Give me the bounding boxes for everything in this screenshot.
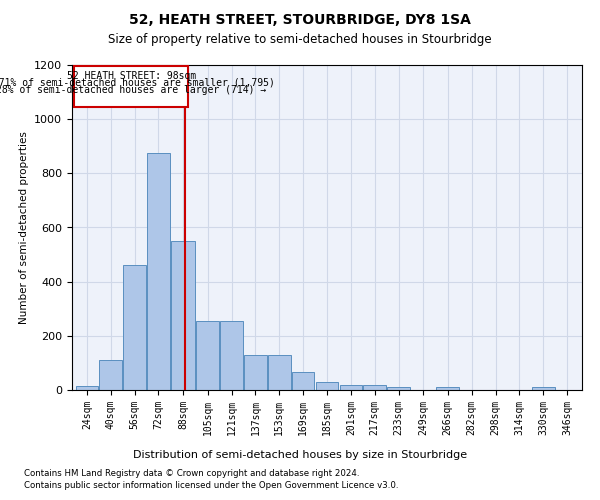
Bar (340, 384, 362, 390)
Text: 52, HEATH STREET, STOURBRIDGE, DY8 1SA: 52, HEATH STREET, STOURBRIDGE, DY8 1SA (129, 12, 471, 26)
Bar (387, 388, 410, 390)
Bar (268, 355, 290, 390)
Bar (532, 388, 554, 390)
Text: Size of property relative to semi-detached houses in Stourbridge: Size of property relative to semi-detach… (108, 32, 492, 46)
Text: Contains HM Land Registry data © Crown copyright and database right 2024.: Contains HM Land Registry data © Crown c… (24, 468, 359, 477)
Bar (100, 360, 122, 390)
Bar (220, 321, 243, 390)
Text: ← 71% of semi-detached houses are smaller (1,795): ← 71% of semi-detached houses are smalle… (0, 78, 275, 88)
Bar (364, 384, 386, 390)
Text: Contains public sector information licensed under the Open Government Licence v3: Contains public sector information licen… (24, 481, 398, 490)
Text: 28% of semi-detached houses are larger (714) →: 28% of semi-detached houses are larger (… (0, 85, 266, 95)
Bar (316, 382, 338, 390)
Bar (436, 388, 459, 390)
Bar (171, 241, 195, 390)
Text: 52 HEATH STREET: 98sqm: 52 HEATH STREET: 98sqm (67, 71, 196, 81)
Bar (76, 386, 98, 390)
Y-axis label: Number of semi-detached properties: Number of semi-detached properties (19, 131, 29, 324)
FancyBboxPatch shape (74, 66, 188, 107)
Bar (123, 266, 146, 390)
Bar (244, 355, 267, 390)
Text: Distribution of semi-detached houses by size in Stourbridge: Distribution of semi-detached houses by … (133, 450, 467, 460)
Bar (147, 153, 170, 390)
Bar (196, 321, 219, 390)
Bar (292, 372, 314, 390)
